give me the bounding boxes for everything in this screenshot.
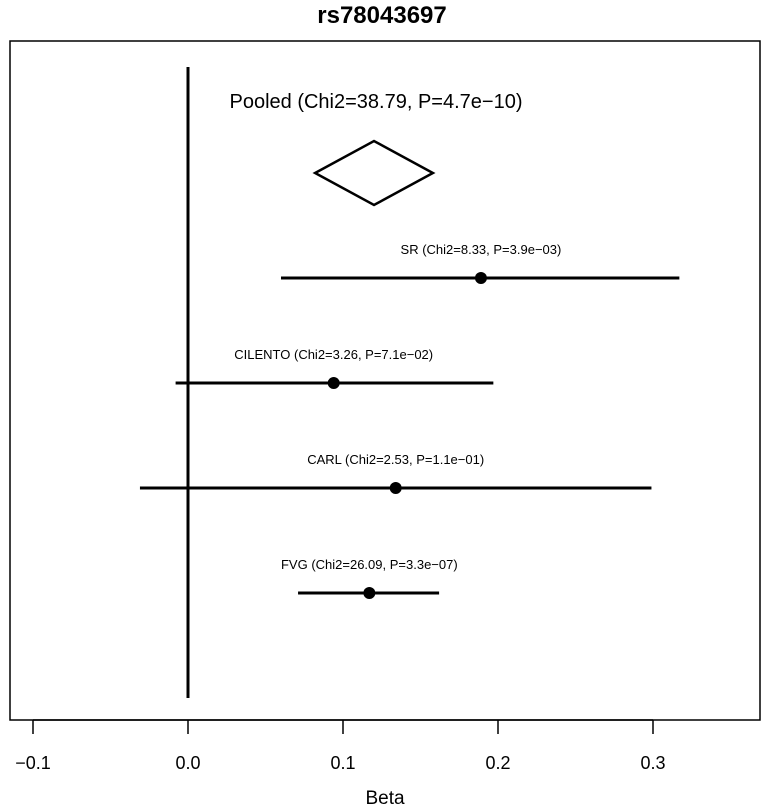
- plot-frame: [9, 40, 761, 721]
- study-fvg: FVG (Chi2=26.09, P=3.3e−07): [281, 557, 458, 599]
- estimate-point-cilento: [327, 377, 340, 389]
- estimate-point-sr: [474, 272, 487, 284]
- x-tick-label: −0.1: [15, 753, 51, 773]
- estimate-point-fvg: [363, 587, 376, 599]
- study-label-cilento: CILENTO (Chi2=3.26, P=7.1e−02): [234, 347, 433, 362]
- x-axis-title: Beta: [365, 788, 405, 808]
- x-tick-label: 0.3: [640, 753, 665, 773]
- estimate-point-carl: [389, 482, 402, 494]
- study-label-fvg: FVG (Chi2=26.09, P=3.3e−07): [281, 557, 458, 572]
- plot-area: Pooled (Chi2=38.79, P=4.7e−10) SR (Chi2=8…: [139, 67, 680, 698]
- x-tick-label: 0.1: [330, 753, 355, 773]
- x-tick-label: 0.0: [175, 753, 200, 773]
- study-sr: SR (Chi2=8.33, P=3.9e−03): [281, 242, 680, 284]
- chart-title: rs78043697: [317, 2, 446, 29]
- x-tick-label: 0.2: [485, 753, 510, 773]
- study-carl: CARL (Chi2=2.53, P=1.1e−01): [139, 452, 652, 494]
- pooled-diamond: [312, 139, 436, 207]
- study-label-carl: CARL (Chi2=2.53, P=1.1e−01): [307, 452, 484, 467]
- study-cilento: CILENTO (Chi2=3.26, P=7.1e−02): [175, 347, 494, 389]
- pooled-label: Pooled (Chi2=38.79, P=4.7e−10): [230, 91, 523, 113]
- x-axis: −0.1 0.0 0.1 0.2 0.3: [15, 719, 666, 773]
- study-label-sr: SR (Chi2=8.33, P=3.9e−03): [401, 242, 562, 257]
